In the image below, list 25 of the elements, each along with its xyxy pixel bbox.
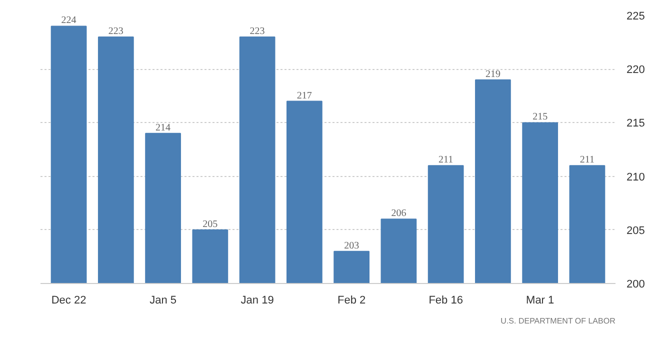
x-tick-label: Feb 16 [428, 294, 463, 306]
data-label: 215 [532, 112, 548, 123]
data-label: 211 [580, 154, 595, 166]
data-label: 205 [202, 218, 218, 230]
data-label: 223 [250, 26, 265, 37]
data-label: 206 [391, 208, 406, 220]
text: U.S. DEPARTMENT OF LABOR [500, 316, 616, 326]
x-tick-label: Dec 22 [51, 294, 86, 306]
data-label: 214 [156, 122, 171, 134]
y-tick-label: 220 [626, 64, 645, 76]
x-tick-label: Feb 2 [338, 294, 366, 306]
data-label: 219 [485, 68, 500, 80]
y-tick-label: 205 [626, 224, 645, 237]
x-tick-label: Jan 5 [150, 294, 177, 306]
y-tick-label: 210 [626, 171, 645, 184]
y-tick-label: 225 [626, 10, 645, 22]
x-tick-label: Jan 19 [240, 294, 274, 306]
data-label: 203 [344, 240, 360, 252]
data-label: 217 [296, 90, 312, 102]
data-label: 223 [108, 26, 124, 37]
y-tick-label: 215 [626, 118, 645, 130]
data-label: 211 [438, 154, 454, 166]
x-tick-label: Mar 1 [526, 294, 554, 306]
data-label: 224 [61, 15, 76, 26]
y-tick-label: 200 [626, 278, 645, 290]
